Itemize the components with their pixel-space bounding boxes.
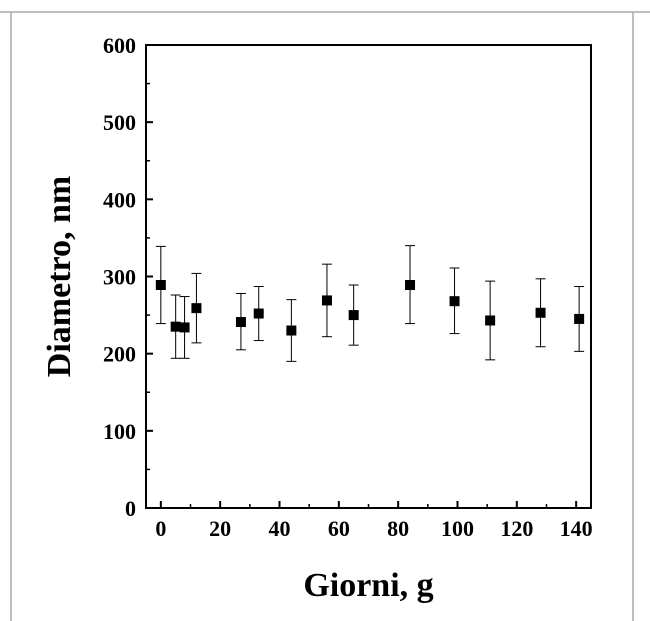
x-tick-label: 0 — [155, 516, 166, 541]
square-marker — [235, 317, 246, 328]
y-tick-label: 100 — [103, 419, 136, 444]
data-point — [155, 245, 166, 325]
y-tick-label: 600 — [103, 33, 136, 58]
square-marker — [191, 303, 202, 314]
data-point — [286, 299, 297, 362]
x-tick-label: 100 — [441, 516, 474, 541]
square-marker — [321, 295, 332, 306]
data-point — [485, 280, 496, 361]
data-point — [253, 286, 264, 342]
data-point — [535, 278, 546, 348]
x-axis-title: Giorni, g — [303, 567, 433, 604]
plot-area — [145, 44, 592, 509]
square-marker — [535, 307, 546, 318]
y-tick-label: 500 — [103, 110, 136, 135]
data-point — [191, 272, 202, 344]
y-tick-label: 200 — [103, 342, 136, 367]
x-tick-label: 140 — [560, 516, 593, 541]
square-marker — [485, 315, 496, 326]
y-axis: 0 100 200 300 400 500 600 — [103, 33, 153, 521]
y-tick-label: 0 — [125, 496, 136, 521]
square-marker — [286, 325, 297, 336]
square-marker — [348, 310, 359, 321]
square-marker — [170, 321, 181, 332]
data-point — [321, 263, 332, 338]
square-marker — [449, 296, 460, 307]
data-series — [155, 245, 585, 362]
data-point — [179, 296, 190, 359]
data-point — [574, 286, 585, 352]
x-axis: 0 20 40 60 80 100 120 140 — [155, 501, 593, 541]
square-marker — [405, 279, 416, 290]
x-tick-label: 80 — [387, 516, 409, 541]
data-point — [348, 284, 359, 346]
data-point — [235, 292, 246, 351]
x-tick-label: 40 — [269, 516, 291, 541]
square-marker — [574, 313, 585, 324]
x-tick-label: 60 — [328, 516, 350, 541]
y-axis-title: Diametro, nm — [41, 176, 78, 377]
square-marker — [179, 322, 190, 333]
data-point — [405, 245, 416, 325]
square-marker — [253, 308, 264, 319]
y-tick-label: 400 — [103, 187, 136, 212]
y-tick-label: 300 — [103, 265, 136, 290]
data-point — [170, 294, 181, 359]
data-point — [449, 267, 460, 335]
square-marker — [155, 279, 166, 290]
x-tick-label: 20 — [209, 516, 231, 541]
x-tick-label: 120 — [500, 516, 533, 541]
